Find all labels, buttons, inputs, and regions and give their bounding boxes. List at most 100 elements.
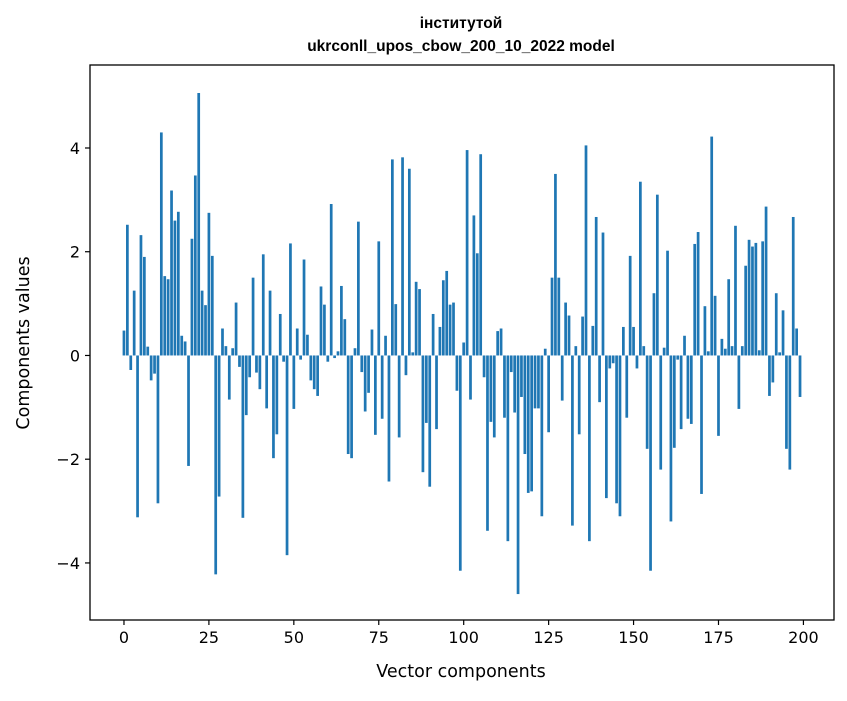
bar (384, 335, 387, 356)
bar (679, 355, 683, 430)
bar (499, 328, 503, 356)
bar (455, 355, 459, 391)
bar (496, 331, 500, 356)
bar (407, 168, 411, 356)
x-axis: 0 25 50 75 100 125 150 175 200 (119, 620, 819, 647)
bar (574, 346, 578, 356)
bar (649, 355, 652, 571)
bar (506, 355, 510, 542)
bar (435, 355, 438, 430)
y-tick-label: 2 (70, 243, 80, 262)
bar (689, 355, 693, 424)
x-tick-label: 125 (533, 628, 564, 647)
bar (251, 277, 255, 356)
bar (323, 304, 326, 356)
bar (411, 352, 415, 356)
bar (329, 204, 333, 356)
bar (282, 355, 285, 362)
bar (764, 206, 768, 356)
bar (445, 270, 449, 356)
bar (523, 355, 527, 455)
plot-frame (89, 64, 835, 621)
bar (278, 313, 282, 356)
bar (608, 355, 612, 369)
bar (635, 355, 639, 369)
bar (170, 190, 173, 356)
bar (132, 290, 136, 356)
x-tick-label: 25 (199, 628, 219, 647)
bar (391, 159, 394, 356)
bar (740, 346, 744, 356)
bar (537, 355, 540, 409)
bar (353, 348, 357, 356)
bar (669, 355, 673, 522)
bar (197, 93, 201, 356)
bar (516, 355, 520, 595)
bar (312, 355, 316, 390)
bar (265, 355, 269, 409)
bar (316, 355, 319, 396)
bar (781, 310, 785, 356)
bar (149, 355, 153, 381)
bar (492, 355, 496, 438)
bar (221, 328, 224, 356)
bar (526, 355, 530, 493)
bar (622, 326, 625, 356)
x-tick-label: 100 (448, 628, 479, 647)
bar (509, 355, 513, 373)
bar (645, 355, 649, 449)
bar (734, 225, 737, 356)
bar (458, 355, 462, 571)
bar (136, 355, 139, 518)
bar (272, 355, 275, 459)
bar (214, 355, 218, 575)
bar (683, 335, 686, 356)
bar (360, 355, 364, 373)
bar (129, 355, 133, 370)
bar (367, 355, 370, 393)
bar (469, 355, 472, 400)
bar (475, 253, 479, 356)
bar (333, 355, 336, 359)
bar (380, 355, 384, 419)
x-tick-label: 50 (284, 628, 304, 647)
bar (693, 243, 697, 356)
bar (370, 329, 374, 356)
bar (567, 315, 571, 356)
bar (190, 238, 194, 356)
bar (217, 355, 221, 497)
bar (139, 235, 143, 356)
bar (594, 216, 598, 356)
bar (652, 293, 656, 356)
bar (143, 256, 146, 356)
bar (601, 232, 605, 356)
bar (771, 355, 775, 383)
bar (465, 150, 469, 356)
bar (173, 220, 177, 356)
bar (700, 355, 703, 494)
bar (122, 330, 126, 356)
bar (238, 355, 241, 367)
bar (306, 334, 309, 356)
bar (180, 335, 184, 356)
bar (438, 326, 442, 356)
bar (710, 136, 714, 356)
bar (605, 355, 608, 499)
bar (126, 224, 129, 356)
bar (200, 290, 204, 356)
bar (258, 355, 262, 390)
bar (696, 232, 700, 356)
bar (751, 246, 754, 356)
bar (618, 355, 622, 517)
y-tick-label: −4 (56, 554, 80, 573)
bar (754, 242, 758, 356)
bar (231, 348, 235, 356)
bar (176, 211, 180, 356)
bar (584, 145, 588, 356)
bar (788, 355, 792, 470)
bar (204, 305, 207, 356)
bar (234, 302, 238, 356)
bar (642, 346, 646, 356)
